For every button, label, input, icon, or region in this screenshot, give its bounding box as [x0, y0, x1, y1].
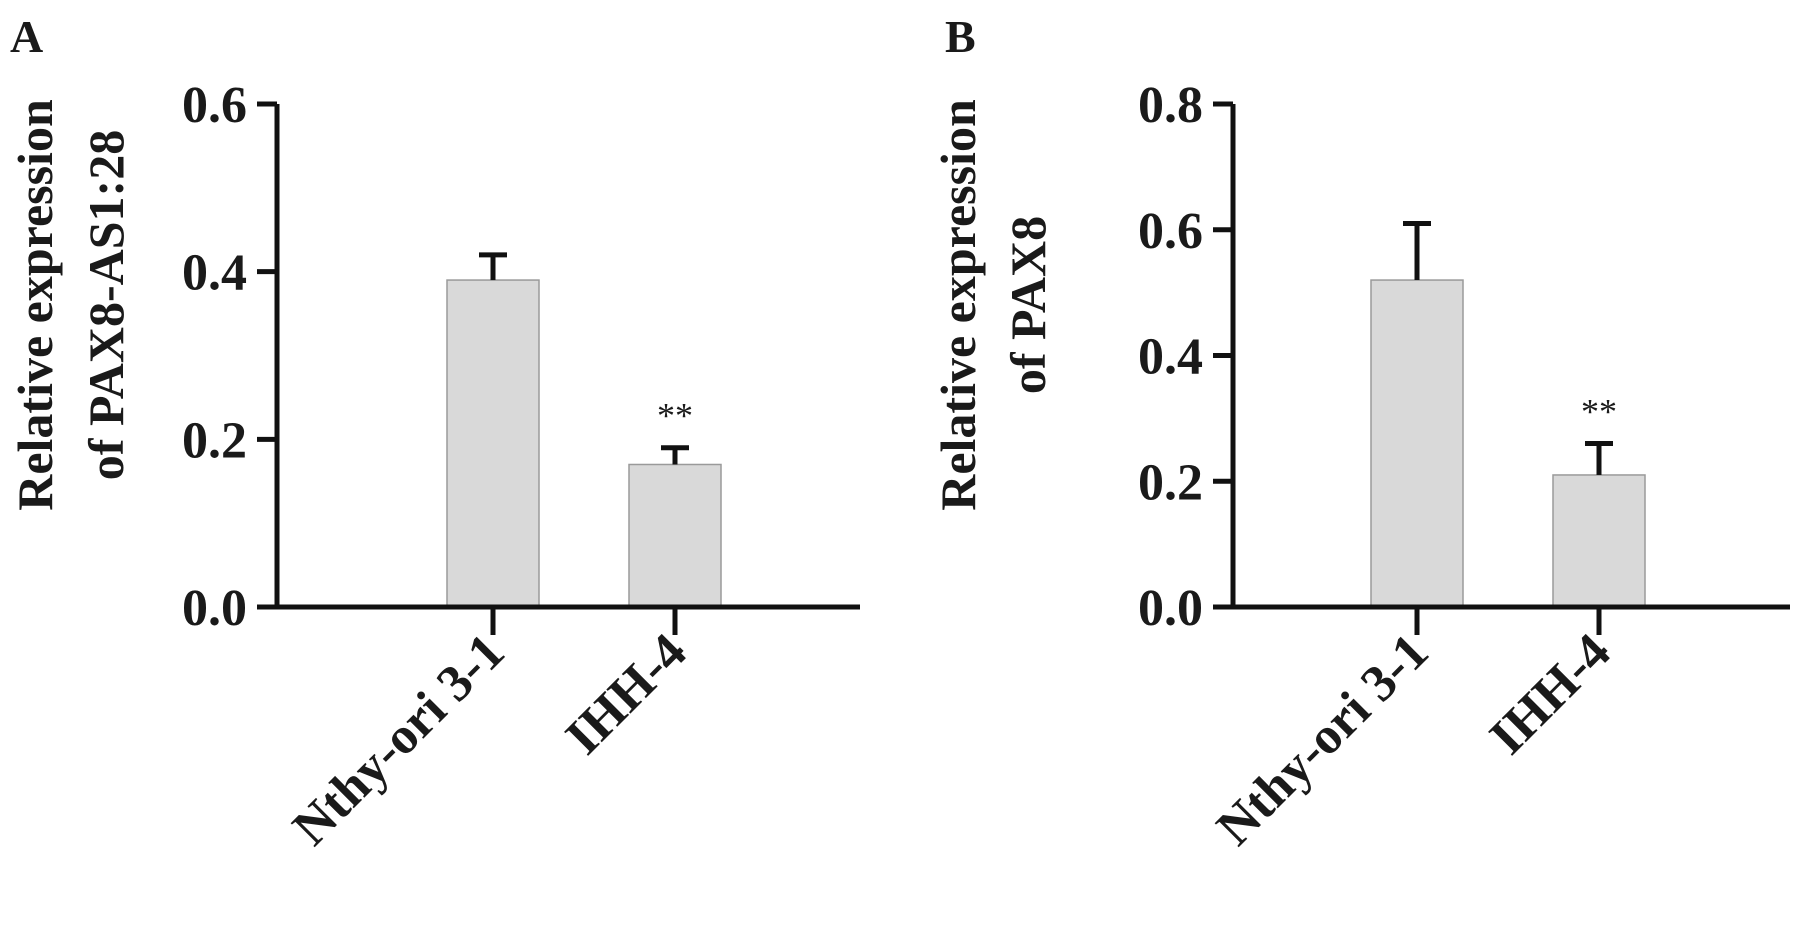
panel-a-bar-1	[628, 463, 722, 608]
panel-a-significance-1: **	[657, 396, 693, 436]
panel-b-y-tick-label-4: 0.8	[1138, 77, 1203, 134]
panel-b: B Relative expression of PAX8 ** 0.0 0.2 0.…	[930, 11, 1790, 856]
panel-a-ylabel-line1: Relative expression	[7, 99, 63, 511]
panel-b-y-tick-label-3: 0.6	[1138, 203, 1203, 260]
panel-b-ylabel-line1: Relative expression	[930, 99, 986, 511]
panel-a-ylabel-line2: of PAX8-AS1:28	[78, 130, 134, 480]
panel-b-bar-0	[1370, 279, 1464, 608]
panel-b-y-tick-label-0: 0.0	[1138, 580, 1203, 637]
panel-b-bar-1	[1552, 474, 1646, 608]
panel-b-significance-1: **	[1581, 392, 1617, 432]
panel-a-bar-0	[446, 279, 540, 608]
panel-a-category-label-0: Nthy-ori 3-1	[282, 623, 515, 856]
panel-b-ylabel-line2: of PAX8	[1000, 216, 1056, 394]
panel-b-category-label-0: Nthy-ori 3-1	[1206, 623, 1439, 856]
panel-b-category-label-1: IHH-4	[1479, 623, 1621, 765]
panel-b-y-tick-label-1: 0.2	[1138, 454, 1203, 511]
panel-b-y-tick-label-2: 0.4	[1138, 329, 1203, 386]
panel-a-letter: A	[10, 11, 43, 62]
panel-a-category-label-1: IHH-4	[555, 623, 697, 765]
panel-a: A Relative expression of PAX8-AS1:28 ** 0…	[7, 11, 860, 856]
panel-a-y-tick-label-1: 0.2	[182, 412, 247, 469]
panel-a-plot: ** 0.0 0.2 0.4 0.6 Nthy-ori 3-1 IHH-4	[182, 77, 860, 856]
panel-b-letter: B	[945, 11, 976, 62]
panel-a-y-tick-label-0: 0.0	[182, 580, 247, 637]
panel-a-y-tick-label-2: 0.4	[182, 245, 247, 302]
panel-b-plot: ** 0.0 0.2 0.4 0.6 0.8 Nthy-ori 3-1 IHH-4	[1138, 77, 1790, 856]
panel-a-y-tick-label-3: 0.6	[182, 77, 247, 134]
